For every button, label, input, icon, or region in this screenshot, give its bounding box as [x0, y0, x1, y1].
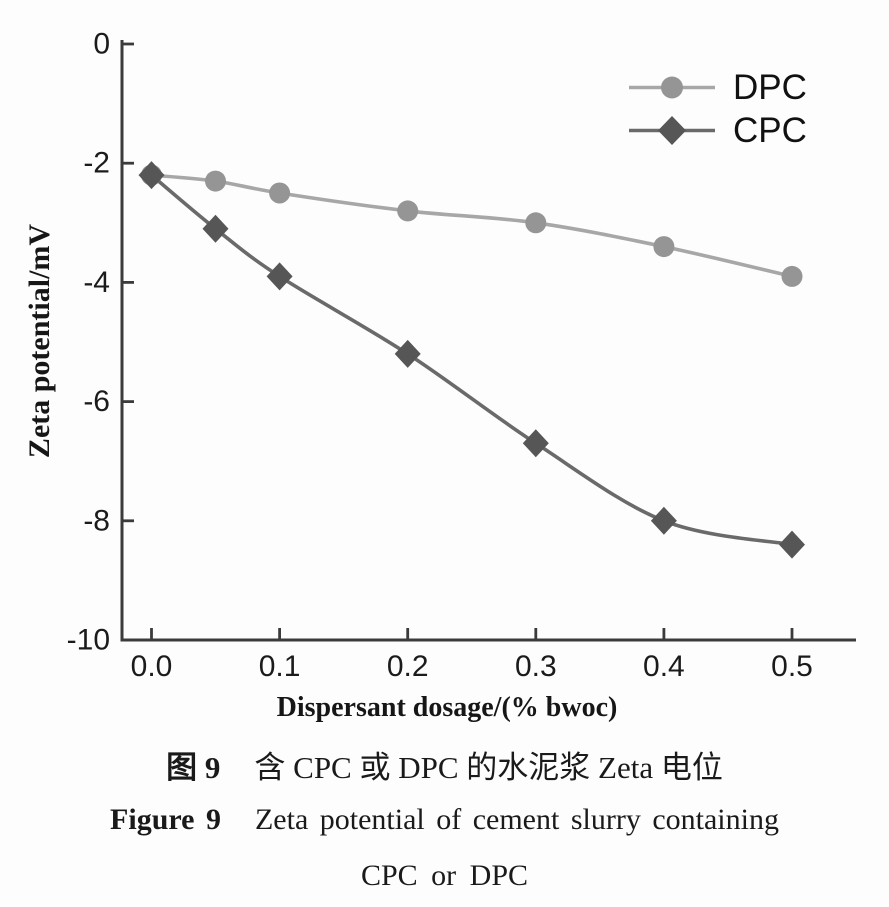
cpc-data-point-diamond: [779, 530, 805, 559]
x-tick-label: 0.0: [131, 650, 173, 683]
caption-zh-title: 含 CPC 或 DPC 的水泥浆 Zeta 电位: [254, 750, 723, 785]
legend-item-cpc: CPC: [626, 109, 807, 152]
legend-label-dpc: DPC: [733, 68, 807, 107]
x-tick-label: 0.3: [515, 650, 557, 683]
caption-zh-prefix: 图 9: [166, 750, 221, 785]
chart-canvas: 0 -2 -4 -6 -8 -10 0.0 0.1 0.2 0.3 0.4 0.5: [67, 28, 856, 683]
x-tick-label: 0.1: [259, 650, 301, 683]
x-axis-title: Dispersant dosage/(% bwoc): [276, 692, 618, 723]
caption-en: Figure 9 Zeta potential of cement slurry …: [0, 802, 889, 838]
cpc-data-point-diamond: [394, 339, 421, 368]
cpc-data-point-diamond: [138, 161, 165, 190]
cpc-data-point-diamond: [650, 506, 677, 535]
legend-item-dpc: DPC: [626, 66, 807, 109]
legend-label-cpc: CPC: [733, 111, 807, 150]
dpc-curve: [149, 173, 794, 279]
y-tick-label: -4: [83, 266, 110, 299]
dpc-data-point-circle: [397, 200, 419, 222]
caption-en-line2: CPC or DPC: [360, 859, 529, 892]
x-tick-label: 0.2: [387, 650, 429, 683]
caption-en-prefix: Figure 9: [110, 803, 221, 836]
y-tick-label: -2: [83, 147, 110, 180]
dpc-data-point-circle: [205, 170, 226, 192]
y-tick-label: -10: [67, 624, 110, 657]
y-tick-label: 0: [93, 28, 110, 61]
dpc-data-point-circle: [653, 236, 675, 258]
caption-zh: 图 9 含 CPC 或 DPC 的水泥浆 Zeta 电位: [0, 750, 889, 786]
cpc-data-point-diamond: [522, 429, 549, 458]
cpc-diamond-marker-icon: [629, 116, 715, 145]
dpc-data-point-circle: [525, 212, 547, 234]
cpc-data-point-diamond: [266, 262, 293, 291]
cpc-curve: [149, 173, 794, 547]
cpc-data-point-diamond: [202, 214, 229, 243]
dpc-data-point-circle: [781, 265, 803, 287]
y-axis-title: Zeta potential/mV: [23, 223, 56, 459]
x-tick-label: 0.5: [771, 650, 813, 683]
y-tick-label: -6: [83, 385, 110, 418]
dpc-data-point-circle: [269, 182, 291, 204]
x-tick-label: 0.4: [643, 650, 685, 683]
y-tick-label: -8: [83, 504, 110, 537]
dpc-circle-marker-icon: [629, 76, 715, 99]
caption-en-title: Zeta potential of cement slurry containi…: [254, 803, 779, 836]
legend: DPC CPC: [626, 66, 807, 152]
